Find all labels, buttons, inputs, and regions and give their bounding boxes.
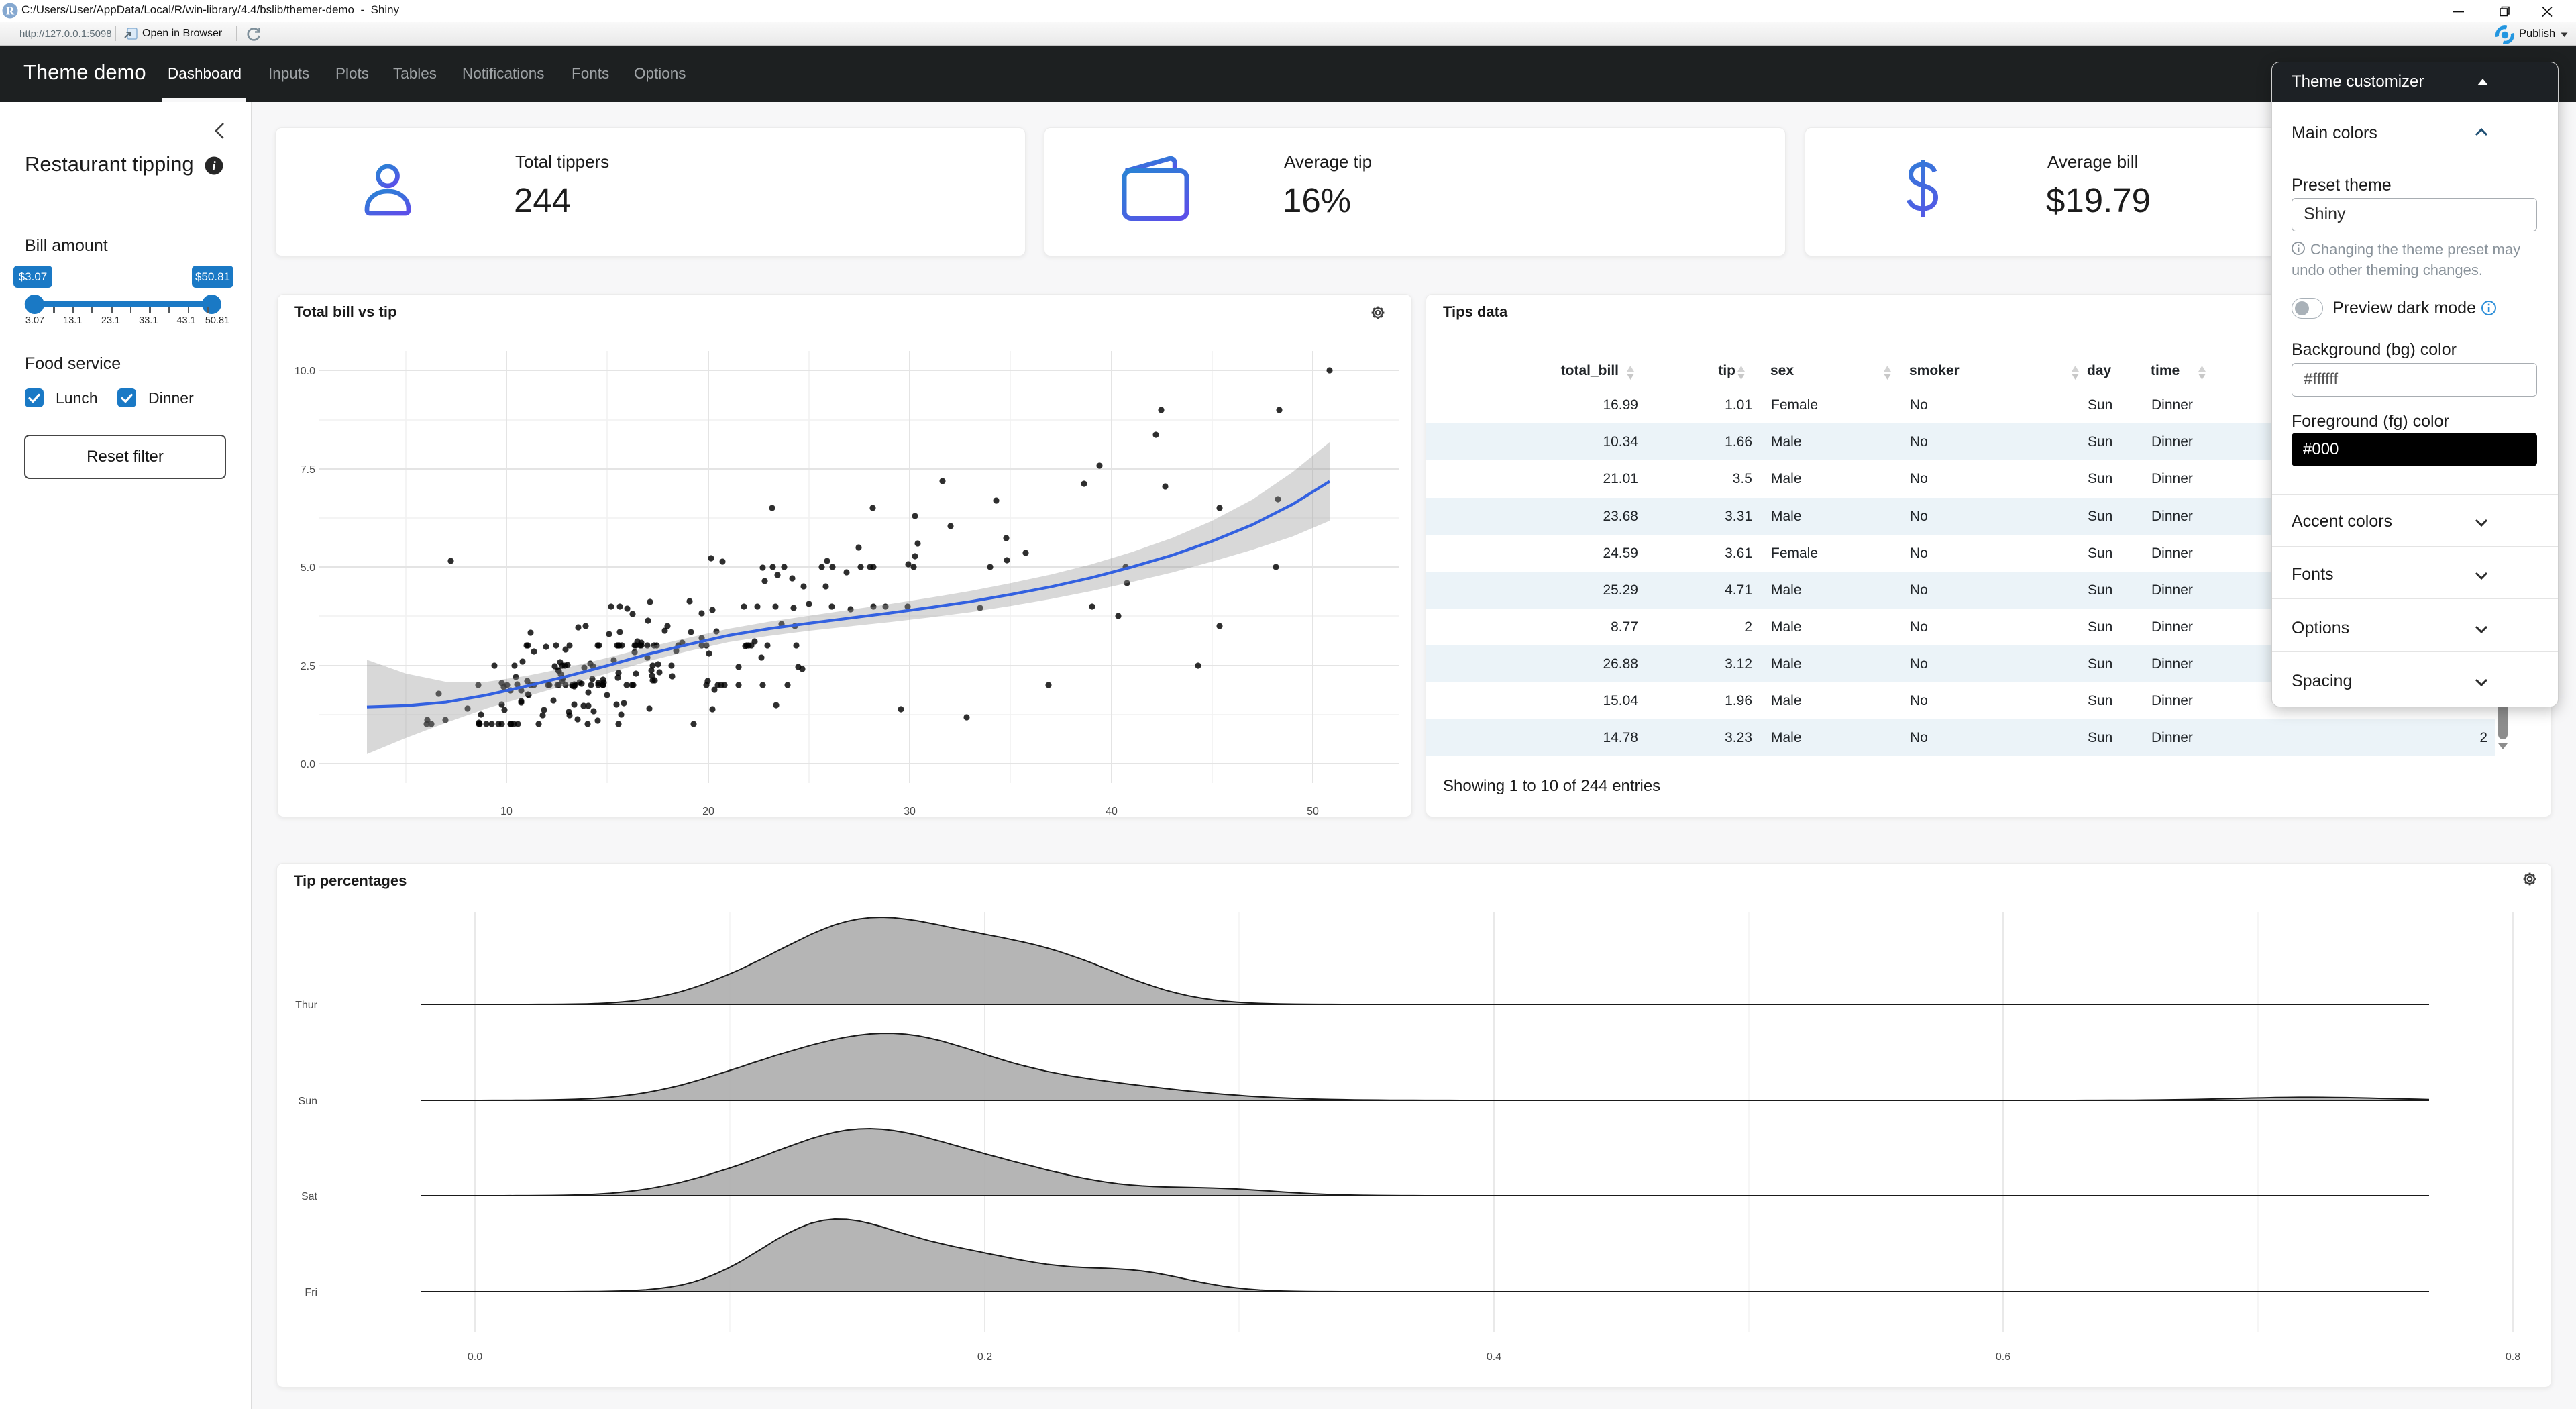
svg-text:i: i [212, 159, 216, 174]
svg-text:30: 30 [904, 806, 916, 816]
svg-text:20: 20 [702, 806, 714, 816]
svg-text:10: 10 [500, 806, 513, 816]
svg-text:Fri: Fri [305, 1287, 317, 1298]
svg-text:0.6: 0.6 [1996, 1351, 2010, 1363]
svg-text:0.2: 0.2 [977, 1351, 992, 1363]
svg-text:0.0: 0.0 [468, 1351, 482, 1363]
svg-text:0.0: 0.0 [301, 759, 315, 770]
svg-text:50: 50 [1307, 806, 1319, 816]
svg-text:Sun: Sun [299, 1096, 317, 1107]
svg-text:Sat: Sat [301, 1191, 318, 1202]
svg-text:7.5: 7.5 [301, 464, 315, 476]
svg-text:Thur: Thur [295, 1000, 318, 1011]
svg-text:R: R [6, 5, 15, 17]
svg-text:40: 40 [1106, 806, 1118, 816]
svg-text:0.4: 0.4 [1487, 1351, 1501, 1363]
svg-text:5.0: 5.0 [301, 562, 315, 574]
svg-text:2.5: 2.5 [301, 661, 315, 672]
svg-text:10.0: 10.0 [294, 366, 315, 377]
svg-text:0.8: 0.8 [2506, 1351, 2520, 1363]
